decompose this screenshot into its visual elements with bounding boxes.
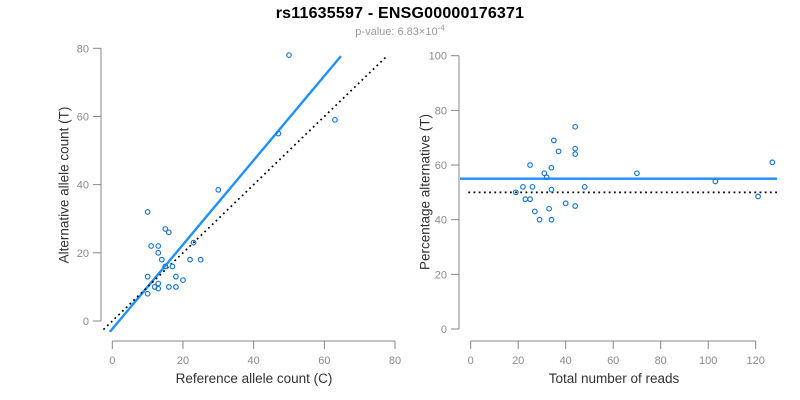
left-data-point (286, 52, 292, 59)
right-x-tick-label: 100 (699, 355, 717, 367)
left-data-point (165, 229, 172, 236)
p-value-subtitle: p-value: 6.83×10-4 (0, 23, 800, 38)
right-data-point (769, 159, 776, 166)
left-data-point (144, 273, 151, 280)
right-y-tick-label: 80 (435, 105, 447, 117)
left-x-tick-label: 60 (318, 355, 330, 367)
left-x-axis-label: Reference allele count (C) (175, 371, 333, 386)
left-data-point (173, 284, 179, 290)
right-data-point (712, 178, 719, 185)
right-y-tick-label: 20 (435, 269, 447, 281)
left-data-point (187, 256, 193, 263)
right-data-point (548, 186, 555, 193)
right-x-axis-label: Total number of reads (548, 371, 680, 386)
right-data-point (536, 216, 543, 223)
right-x-tick-label: 20 (512, 355, 524, 367)
right-data-point (548, 216, 555, 223)
right-data-point (527, 162, 533, 168)
left-data-point (180, 277, 186, 283)
left-data-point (155, 285, 162, 292)
left-y-tick-label: 40 (77, 180, 89, 192)
right-data-point (531, 208, 538, 215)
left-data-point (162, 226, 169, 232)
right-data-point (520, 183, 526, 190)
left-data-point (158, 256, 165, 263)
p-value-text: p-value: 6.83×10 (355, 26, 438, 38)
left-data-point (148, 243, 155, 249)
left-data-point (332, 116, 338, 123)
right-x-tick-label: 40 (560, 355, 572, 367)
right-x-tick-label: 60 (607, 355, 619, 367)
left-data-point (144, 290, 151, 297)
right-data-point (562, 200, 569, 207)
left-x-tick-label: 40 (248, 355, 260, 367)
right-data-point (529, 183, 536, 190)
right-data-point (522, 196, 529, 203)
left-y-tick-label: 20 (77, 248, 89, 260)
right-data-point (550, 137, 557, 144)
right-data-point (543, 174, 550, 181)
left-y-tick-label: 80 (77, 43, 89, 55)
left-data-point (165, 284, 172, 290)
left-data-point (169, 263, 176, 270)
right-y-tick-label: 60 (435, 160, 447, 172)
right-data-point (634, 170, 640, 177)
left-x-tick-label: 0 (109, 355, 115, 367)
right-data-point (572, 145, 579, 152)
left-data-point (197, 256, 204, 263)
right-data-point (548, 164, 555, 171)
right-y-tick-label: 40 (435, 215, 447, 227)
right-data-point (555, 148, 562, 155)
fitted-regression-line (108, 55, 342, 333)
left-y-tick-label: 60 (77, 111, 89, 123)
right-data-point (572, 151, 579, 157)
right-data-point (527, 196, 533, 203)
left-y-tick-label: 0 (83, 316, 89, 328)
right-y-tick-label: 0 (441, 324, 447, 336)
left-data-point (275, 130, 282, 137)
right-data-point (546, 205, 552, 212)
right-data-point (572, 123, 579, 130)
left-data-point (215, 186, 222, 193)
right-data-point (512, 189, 519, 196)
right-data-point (581, 183, 588, 190)
right-data-point (541, 170, 548, 177)
page-title: rs11635597 - ENSG00000176371 (275, 5, 525, 22)
left-data-point (173, 273, 179, 280)
left-data-point (155, 249, 162, 256)
identity-line (102, 54, 389, 331)
right-x-tick-label: 80 (655, 355, 667, 367)
left-data-point (155, 243, 162, 249)
left-x-tick-label: 20 (177, 355, 189, 367)
right-y-tick-label: 100 (429, 51, 447, 63)
p-value-exponent: -4 (437, 23, 445, 33)
left-data-point (144, 209, 151, 215)
right-x-tick-label: 120 (747, 355, 765, 367)
left-x-tick-label: 80 (389, 355, 401, 367)
right-data-point (755, 193, 761, 200)
left-data-point (190, 239, 197, 246)
left-data-point (162, 263, 169, 270)
right-data-point (572, 203, 579, 209)
right-x-tick-label: 0 (468, 355, 474, 367)
